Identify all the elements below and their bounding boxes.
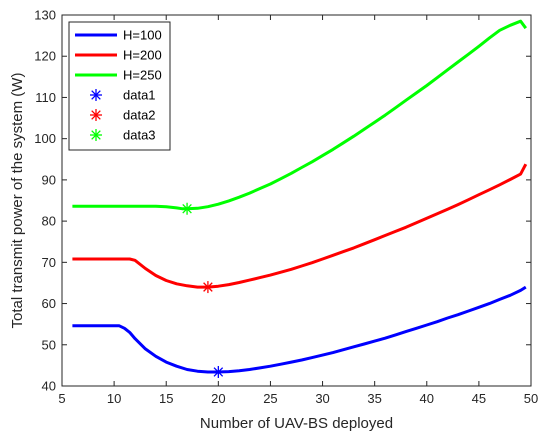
series-line-h-200 <box>72 163 528 289</box>
y-tick-label: 130 <box>34 8 56 23</box>
x-tick-label: 40 <box>420 391 434 406</box>
y-axis-ticks: 40 50 60 70 80 90 100 110 120 130 <box>34 8 531 394</box>
y-tick-label: 50 <box>42 337 56 352</box>
legend-box <box>68 21 171 151</box>
y-tick-label: 90 <box>42 172 56 187</box>
legend-swatch-marker <box>90 89 102 101</box>
x-tick-label: 50 <box>524 391 538 406</box>
y-tick-label: 110 <box>35 90 56 105</box>
y-tick-label: 40 <box>42 379 56 394</box>
x-axis-ticks: 5 10 15 20 25 30 35 40 45 50 <box>58 15 538 406</box>
legend: H=100 H=200 H=250 data1 data2 data3 <box>68 21 171 151</box>
data-markers <box>181 202 225 378</box>
x-tick-label: 45 <box>472 391 486 406</box>
legend-label: data1 <box>123 88 156 103</box>
x-tick-label: 15 <box>159 391 173 406</box>
y-tick-label: 60 <box>42 296 56 311</box>
y-tick-label: 70 <box>42 255 56 270</box>
y-tick-label: 100 <box>34 131 56 146</box>
x-tick-label: 25 <box>263 391 277 406</box>
axes-frame <box>61 14 532 387</box>
series-line-h-100 <box>72 285 527 374</box>
y-tick-label: 120 <box>34 49 56 64</box>
y-tick-label: 80 <box>42 214 56 229</box>
legend-label: H=100 <box>123 28 162 43</box>
x-tick-label: 5 <box>58 391 65 406</box>
series-lines <box>72 19 528 374</box>
marker-data1 <box>212 365 225 378</box>
x-tick-label: 30 <box>315 391 329 406</box>
legend-label: H=200 <box>123 48 162 63</box>
legend-swatch-marker <box>90 109 102 121</box>
y-axis-label: Total transmit power of the system (W) <box>9 73 26 329</box>
legend-swatch-marker <box>90 129 102 141</box>
legend-label: data2 <box>123 108 156 123</box>
x-tick-label: 10 <box>107 391 121 406</box>
marker-data2 <box>201 281 214 294</box>
legend-label: H=250 <box>123 68 162 83</box>
x-tick-label: 20 <box>211 391 225 406</box>
marker-data3 <box>181 202 194 215</box>
legend-label: data3 <box>123 128 156 143</box>
series-line-h-250 <box>72 19 528 211</box>
x-tick-label: 35 <box>367 391 381 406</box>
x-axis-label: Number of UAV-BS deployed <box>200 415 393 432</box>
